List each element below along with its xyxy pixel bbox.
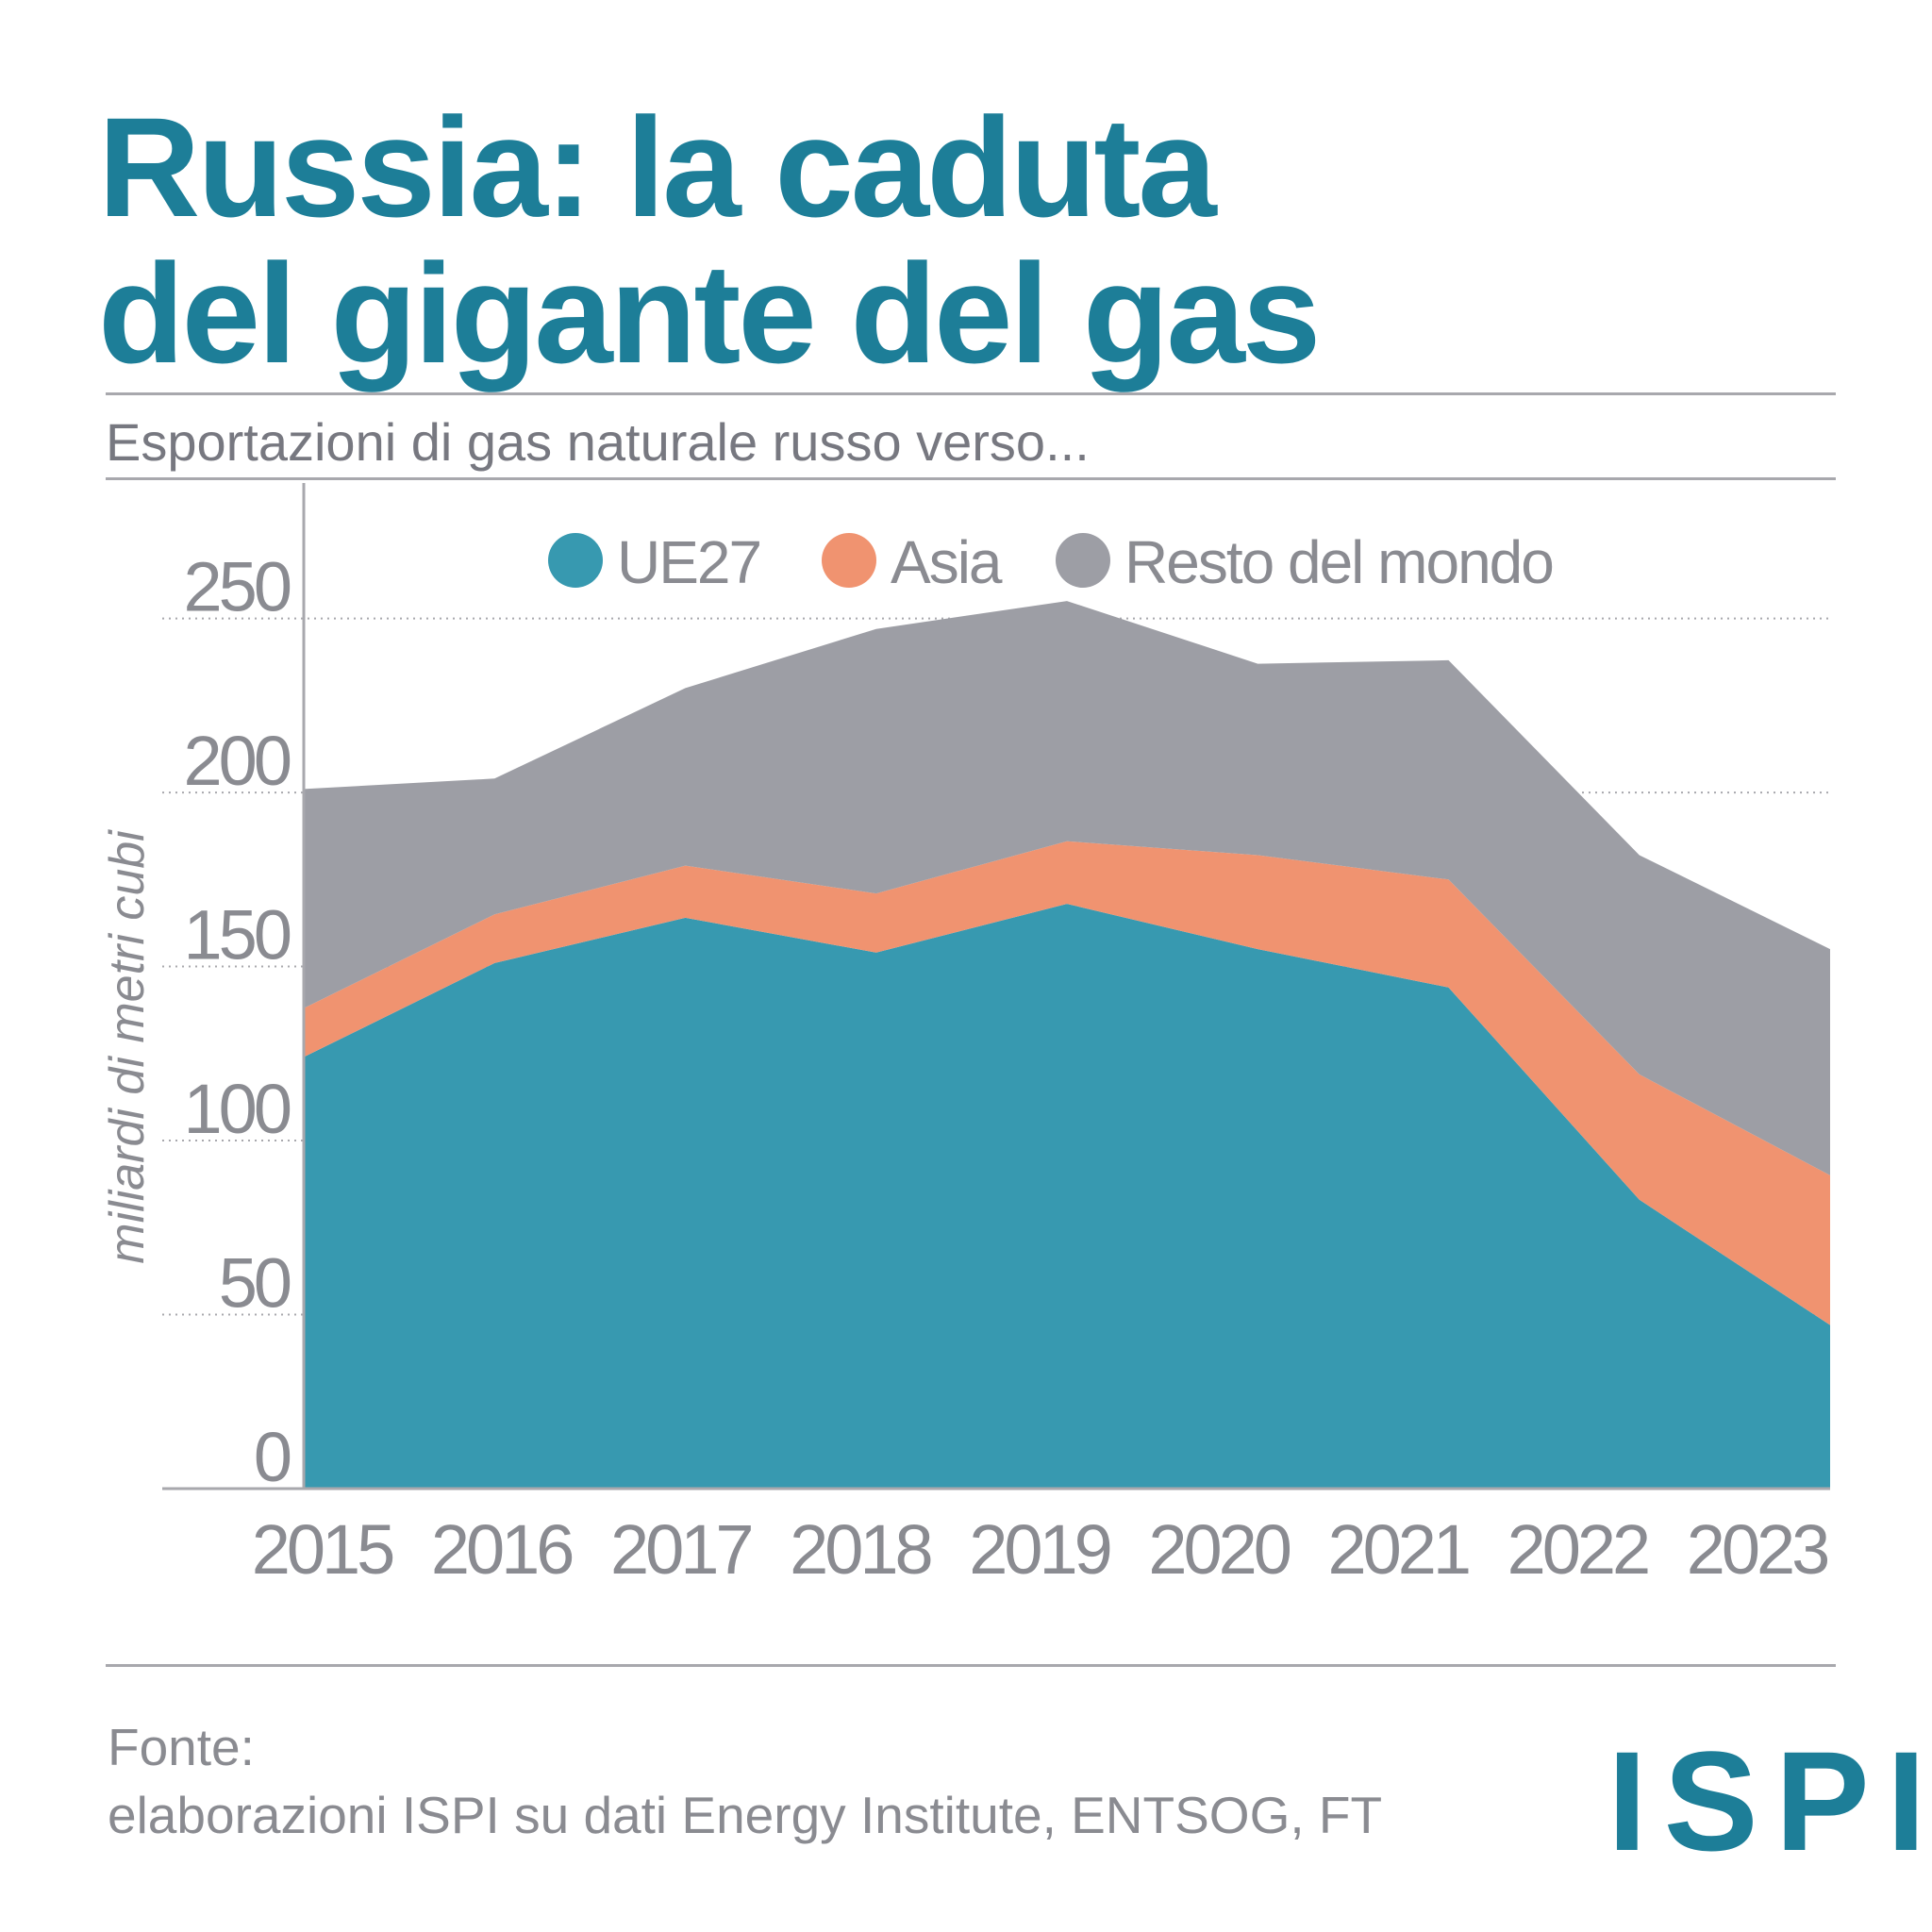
y-tick-50: 50 — [219, 1244, 291, 1323]
legend-label-ue27: UE27 — [617, 528, 760, 596]
x-tick-2019: 2019 — [969, 1510, 1109, 1589]
y-tick-0: 0 — [254, 1418, 291, 1496]
x-tick-2022: 2022 — [1507, 1510, 1648, 1589]
y-tick-250: 250 — [184, 548, 291, 626]
legend-label-resto-del-mondo: Resto del mondo — [1124, 528, 1553, 596]
source-note: Fonte: elaborazioni ISPI su dati Energy … — [108, 1713, 1382, 1849]
chart-title: Russia: la caduta del gigante del gas — [98, 94, 1796, 387]
legend: UE27 Asia Resto del mondo — [548, 528, 1555, 596]
y-tick-150: 150 — [184, 896, 291, 974]
ispi-logo: ISPI — [1607, 1722, 1932, 1880]
legend-label-asia: Asia — [891, 528, 1003, 596]
x-tick-2018: 2018 — [790, 1510, 930, 1589]
area-resto-del-mondo — [304, 601, 1830, 1175]
legend-swatch-resto-del-mondo — [1056, 533, 1110, 588]
source-label: Fonte: — [108, 1718, 255, 1776]
x-tick-labels: 2015 2016 2017 2018 2019 2020 2021 2022 2023 — [252, 1510, 1831, 1589]
legend-swatch-asia — [822, 533, 876, 588]
axes — [162, 483, 1830, 1491]
legend-swatch-ue27 — [548, 533, 603, 588]
area-ue27 — [304, 904, 1830, 1489]
footer-divider — [106, 1664, 1836, 1667]
x-tick-2020: 2020 — [1148, 1510, 1290, 1589]
y-tick-100: 100 — [184, 1070, 291, 1148]
subtitle-divider — [106, 477, 1836, 480]
x-tick-2017: 2017 — [610, 1510, 751, 1589]
chart-subtitle: Esportazioni di gas naturale russo verso… — [106, 412, 1090, 472]
source-text: elaborazioni ISPI su dati Energy Institu… — [108, 1786, 1383, 1844]
x-tick-2016: 2016 — [431, 1510, 572, 1589]
x-tick-2021: 2021 — [1327, 1510, 1468, 1589]
y-tick-labels: 0 50 100 150 200 250 — [184, 548, 294, 1496]
y-axis-label: miliardi di metri cubi — [100, 829, 155, 1264]
x-tick-2015: 2015 — [252, 1510, 393, 1589]
area-asia — [304, 841, 1830, 1325]
title-divider — [106, 392, 1836, 395]
title-line-1: Russia: la caduta — [98, 88, 1217, 246]
stacked-areas — [304, 601, 1830, 1489]
x-tick-2023: 2023 — [1687, 1510, 1827, 1589]
y-tick-200: 200 — [184, 722, 291, 800]
title-line-2: del gigante del gas — [98, 234, 1321, 392]
